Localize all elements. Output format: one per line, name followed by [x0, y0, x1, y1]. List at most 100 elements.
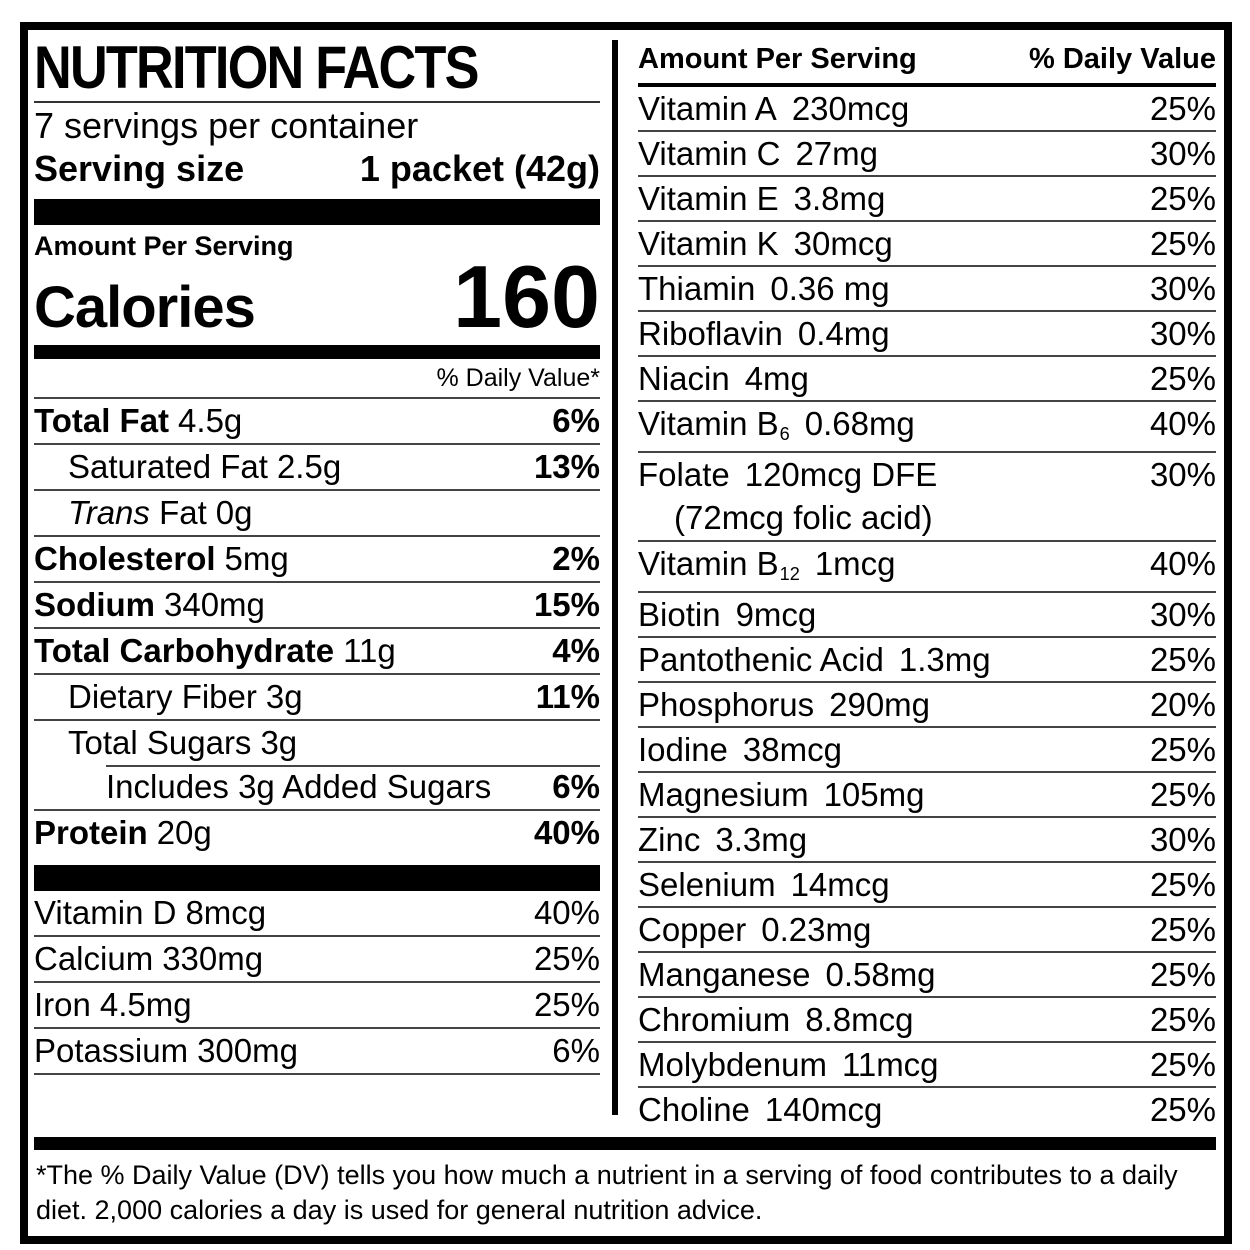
- nutrient-row: Phosphorus 290mg 20%: [638, 683, 1216, 728]
- nutrient-name: Potassium: [34, 1032, 189, 1069]
- nutrient-name: Vitamin B: [638, 545, 779, 582]
- nutrient-row-main: Total Carbohydrate 11g 4%: [34, 633, 600, 668]
- nutrient-name: Iodine: [638, 731, 728, 768]
- footer-divider-bar: [34, 1137, 1216, 1150]
- nutrient-row-main: Magnesium 105mg 25%: [638, 777, 1216, 812]
- nutrient-name: Vitamin K: [638, 225, 779, 262]
- nutrient-row: Iron 4.5mg 25%: [34, 983, 600, 1029]
- daily-value-percent: 40%: [533, 894, 600, 931]
- nutrient-row: Vitamin K 30mcg 25%: [638, 222, 1216, 267]
- nutrient-row-main: Manganese 0.58mg 25%: [638, 957, 1216, 992]
- nutrient-amount: 0.68mg: [804, 405, 915, 442]
- daily-value-footnote: *The % Daily Value (DV) tells you how mu…: [36, 1160, 1178, 1225]
- nutrient-name: Protein: [34, 814, 148, 851]
- nutrient-name-amount: Vitamin B6 0.68mg: [638, 406, 915, 447]
- nutrient-row: Chromium 8.8mcg 25%: [638, 998, 1216, 1043]
- nutrient-name-amount: Chromium 8.8mcg: [638, 1002, 913, 1037]
- nutrient-name-italic: Trans: [68, 494, 150, 531]
- daily-value-percent: 25%: [1149, 911, 1216, 948]
- nutrient-row-main: Vitamin B6 0.68mg 40%: [638, 406, 1216, 447]
- nutrient-name-amount: Vitamin C 27mg: [638, 136, 878, 171]
- nutrient-name: Biotin: [638, 596, 721, 633]
- nutrient-row: Cholesterol 5mg 2%: [34, 535, 600, 581]
- nutrient-row-main: Total Sugars 3g: [34, 725, 600, 760]
- nutrient-amount: 0.4mg: [797, 315, 890, 352]
- calories-row: Calories 160: [34, 253, 600, 341]
- nutrient-row-main: Saturated Fat 2.5g 13%: [34, 449, 600, 484]
- daily-value-percent: 25%: [1149, 776, 1216, 813]
- serving-size-row: Serving size 1 packet (42g): [34, 147, 600, 191]
- nutrient-name-amount: Thiamin 0.36 mg: [638, 271, 890, 306]
- nutrient-name: Phosphorus: [638, 686, 815, 723]
- nutrient-row-main: Trans Fat 0g: [34, 495, 600, 530]
- nutrient-row-main: Includes 3g Added Sugars 6%: [34, 769, 600, 804]
- nutrient-amount: 3.3mg: [715, 821, 808, 858]
- nutrient-row-main: Vitamin B12 1mcg 40%: [638, 546, 1216, 587]
- nutrient-row: Biotin 9mcg 30%: [638, 593, 1216, 638]
- nutrient-name: Niacin: [638, 360, 730, 397]
- subscript: 6: [779, 424, 790, 445]
- nutrient-name: Includes 3g Added Sugars: [106, 768, 492, 805]
- nutrient-row: Thiamin 0.36 mg 30%: [638, 267, 1216, 312]
- nutrient-name-amount: Protein 20g: [34, 815, 212, 850]
- nutrient-name-amount: Total Sugars 3g: [34, 725, 297, 760]
- nutrient-name-amount: Vitamin E 3.8mg: [638, 181, 885, 216]
- amount-per-serving-label: Amount Per Serving: [34, 231, 294, 261]
- nutrient-row: Potassium 300mg 6%: [34, 1029, 600, 1075]
- nutrient-name-amount: Pantothenic Acid 1.3mg: [638, 642, 991, 677]
- nutrient-name: Dietary Fiber: [68, 678, 257, 715]
- nutrient-row: Total Sugars 3g: [34, 719, 600, 765]
- nutrient-row: Iodine 38mcg 25%: [638, 728, 1216, 773]
- nutrient-row-main: Chromium 8.8mcg 25%: [638, 1002, 1216, 1037]
- nutrient-row-main: Vitamin E 3.8mg 25%: [638, 181, 1216, 216]
- nutrient-name: Pantothenic Acid: [638, 641, 884, 678]
- daily-value-percent: 25%: [1149, 360, 1216, 397]
- daily-value-percent: 25%: [533, 986, 600, 1023]
- nutrient-amount: 230mcg: [791, 90, 910, 127]
- nutrient-amount: 27mg: [795, 135, 879, 172]
- label-columns: NUTRITION FACTS 7 servings per container…: [34, 34, 1216, 1131]
- daily-value-percent: 30%: [1149, 315, 1216, 352]
- nutrient-name-amount: Folate 120mcg DFE: [638, 457, 937, 492]
- nutrient-amount: 0.23mg: [761, 911, 872, 948]
- nutrient-row: Folate 120mcg DFE 30% (72mcg folic acid): [638, 453, 1216, 542]
- daily-value-percent: 30%: [1149, 456, 1216, 493]
- nutrient-name-amount: Zinc 3.3mg: [638, 822, 807, 857]
- right-column-header: Amount Per Serving % Daily Value: [638, 34, 1216, 87]
- nutrient-amount: 3g: [260, 724, 298, 761]
- nutrient-row-main: Iron 4.5mg 25%: [34, 987, 600, 1022]
- nutrient-amount: 8.8mcg: [805, 1001, 914, 1038]
- nutrient-row: Trans Fat 0g: [34, 489, 600, 535]
- nutrient-amount: 2.5g: [276, 448, 342, 485]
- nutrient-row-main: Iodine 38mcg 25%: [638, 732, 1216, 767]
- nutrient-row-main: Vitamin K 30mcg 25%: [638, 226, 1216, 261]
- nutrient-row: Saturated Fat 2.5g 13%: [34, 443, 600, 489]
- nutrient-row: Niacin 4mg 25%: [638, 357, 1216, 402]
- nutrient-name: Manganese: [638, 956, 811, 993]
- nutrient-amount: 9mcg: [735, 596, 817, 633]
- nutrient-row: Dietary Fiber 3g 11%: [34, 673, 600, 719]
- nutrient-name-amount: Magnesium 105mg: [638, 777, 924, 812]
- nutrient-amount: 1mcg: [814, 545, 896, 582]
- nutrient-amount: 0g: [215, 494, 253, 531]
- right-header-daily-value: % Daily Value: [1029, 43, 1216, 75]
- nutrient-name: Molybdenum: [638, 1046, 827, 1083]
- nutrient-row: Vitamin B6 0.68mg 40%: [638, 402, 1216, 453]
- label-title: NUTRITION FACTS: [34, 34, 479, 101]
- daily-value-percent: 20%: [1149, 686, 1216, 723]
- nutrient-name-amount: Total Fat 4.5g: [34, 403, 242, 438]
- nutrient-row: Vitamin E 3.8mg 25%: [638, 177, 1216, 222]
- nutrient-row-main: Copper 0.23mg 25%: [638, 912, 1216, 947]
- nutrient-name: Vitamin B: [638, 405, 779, 442]
- nutrient-name: Total Carbohydrate: [34, 632, 335, 669]
- nutrient-row: Sodium 340mg 15%: [34, 581, 600, 627]
- nutrient-name-amount: Potassium 300mg: [34, 1033, 298, 1068]
- nutrient-row-main: Vitamin A 230mcg 25%: [638, 91, 1216, 126]
- nutrient-name: Total Fat: [34, 402, 170, 439]
- nutrient-name-amount: Dietary Fiber 3g: [34, 679, 303, 714]
- daily-value-percent: 40%: [1149, 545, 1216, 582]
- left-column: NUTRITION FACTS 7 servings per container…: [34, 34, 600, 1131]
- nutrient-row: Vitamin A 230mcg 25%: [638, 87, 1216, 132]
- nutrient-name: Vitamin D: [34, 894, 177, 931]
- serving-size-value: 1 packet (42g): [359, 148, 600, 189]
